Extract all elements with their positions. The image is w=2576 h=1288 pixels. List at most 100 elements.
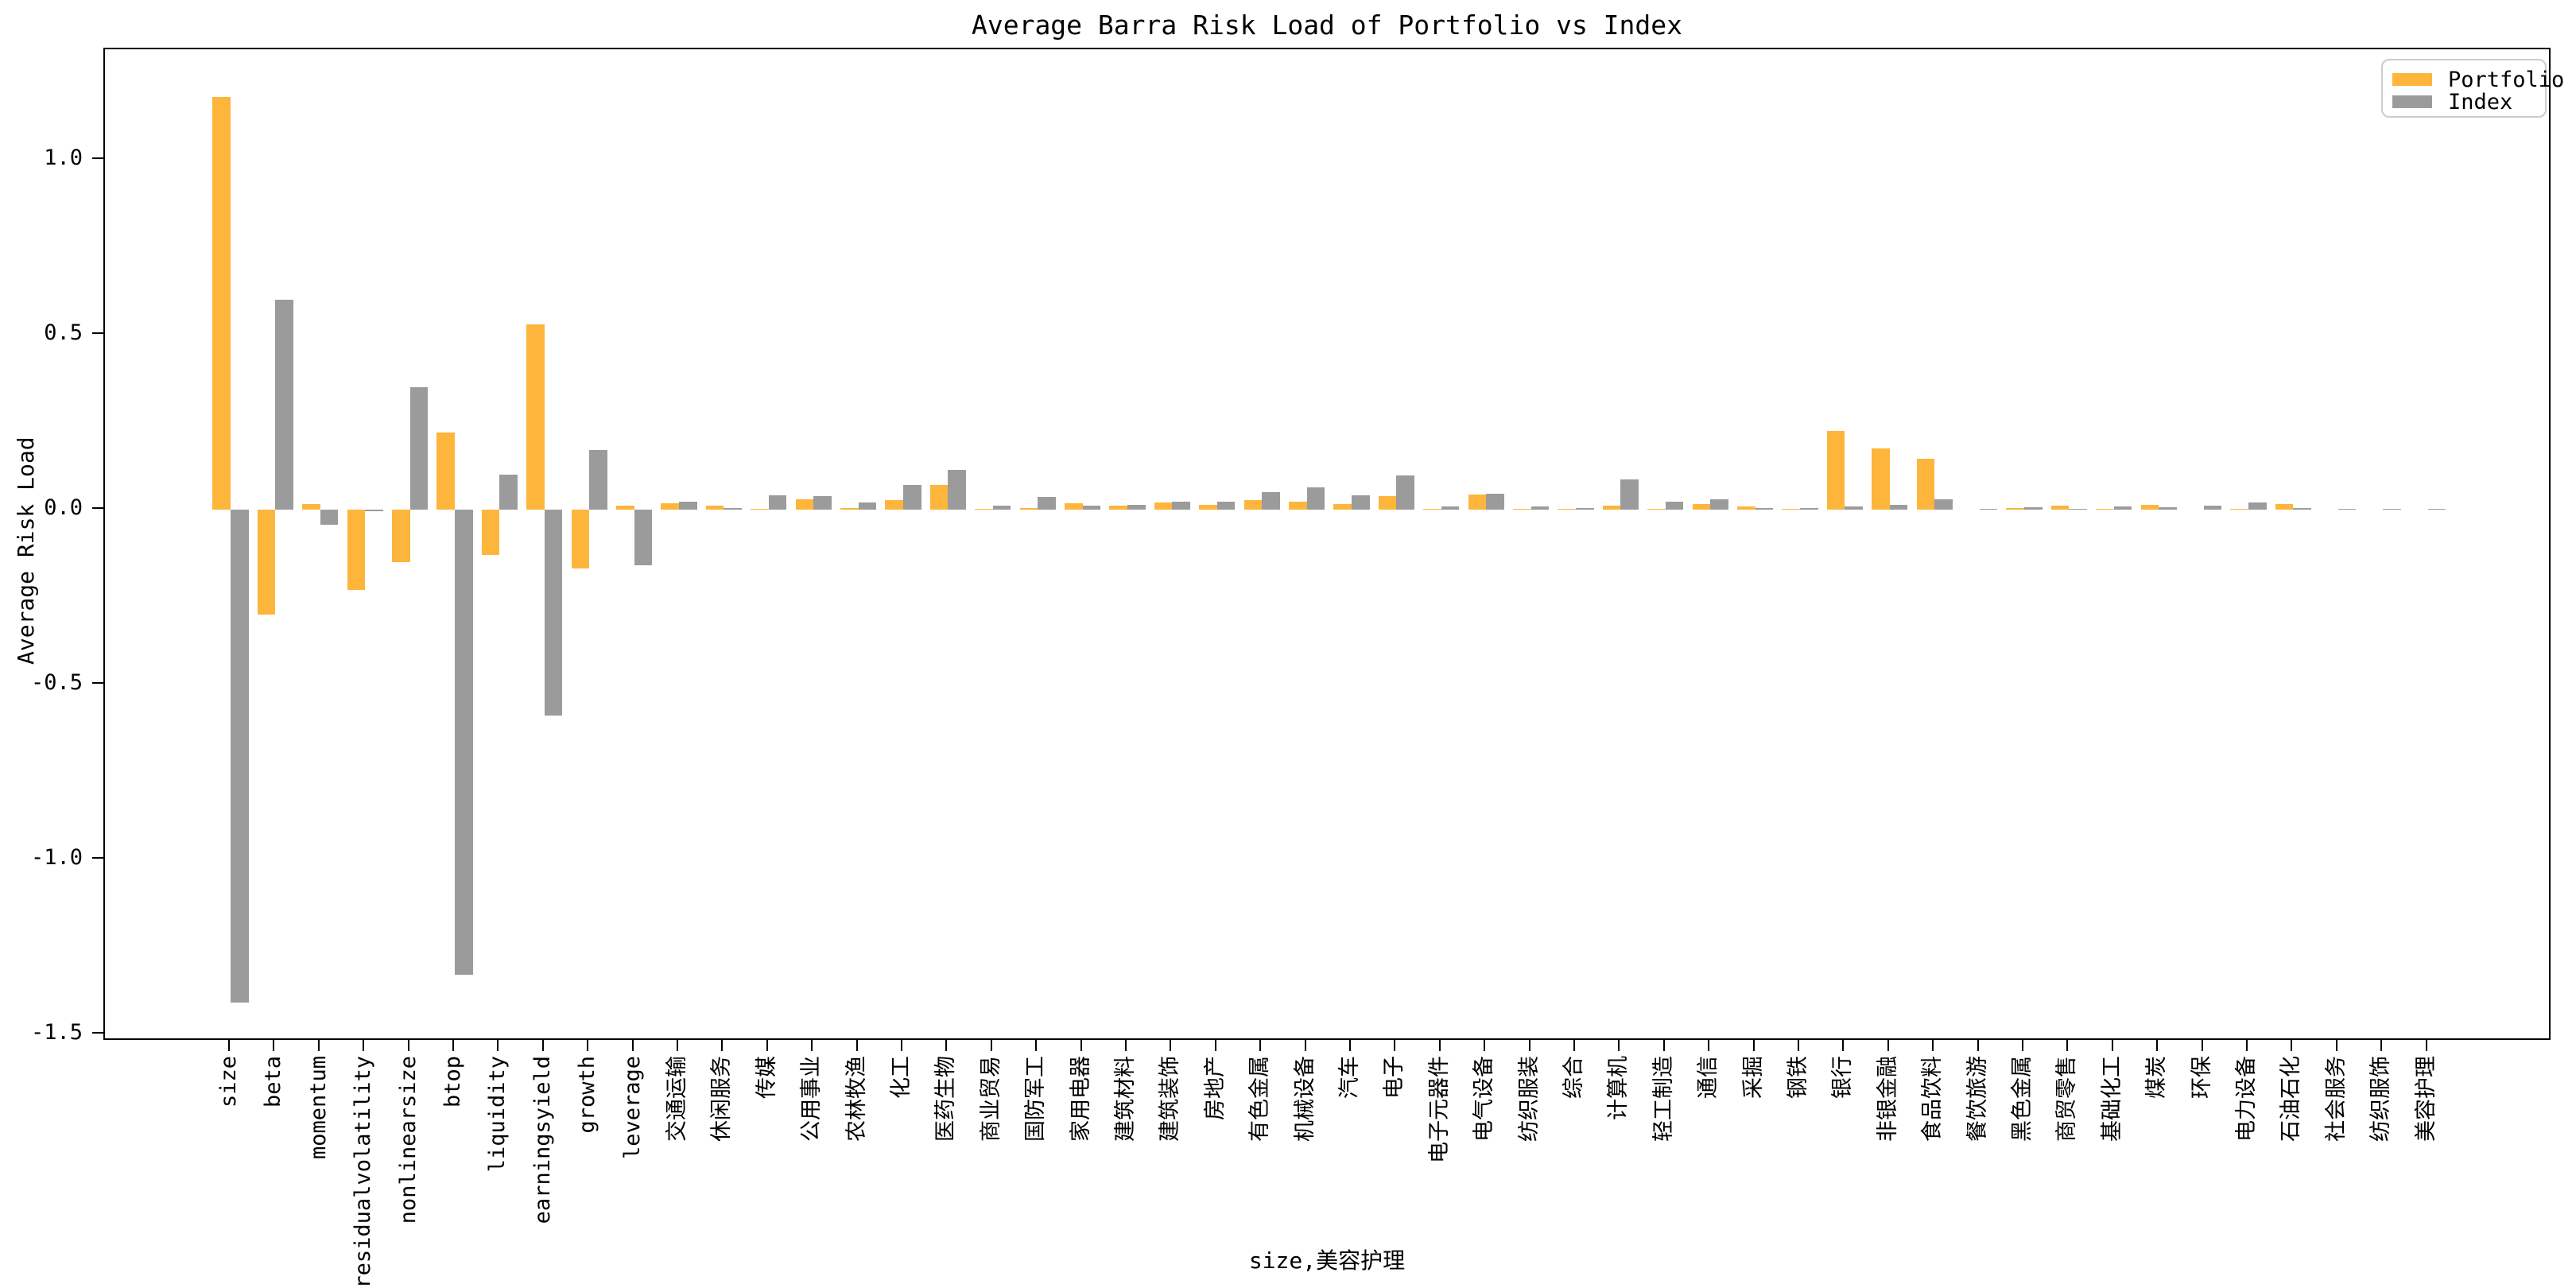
x-tick	[452, 1040, 454, 1051]
bar-index-食品饮料	[1934, 499, 1953, 510]
bar-index-机械设备	[1306, 487, 1325, 510]
bar-index-商贸零售	[2069, 508, 2087, 510]
x-tick	[1708, 1040, 1710, 1051]
bar-index-采掘	[1755, 507, 1774, 510]
bar-index-银行	[1845, 506, 1863, 510]
bar-index-钢铁	[1800, 507, 1818, 510]
y-tick-label: 0.5	[44, 320, 83, 345]
legend-row-index: Index	[2392, 89, 2545, 114]
bar-index-nonlinearsize	[409, 386, 429, 510]
x-tick-label: 餐饮旅游	[1965, 1056, 1990, 1142]
bar-portfolio-传媒	[751, 508, 769, 510]
x-tick-label: liquidity	[485, 1056, 510, 1173]
bar-portfolio-residualvolatility	[347, 509, 366, 590]
y-tick	[92, 856, 103, 859]
bar-index-汽车	[1352, 495, 1370, 510]
bar-portfolio-电子元器件	[1423, 508, 1441, 510]
bar-index-btop	[455, 509, 473, 975]
bar-index-momentum	[320, 509, 339, 526]
bar-portfolio-煤炭	[2140, 504, 2159, 510]
x-tick	[407, 1040, 409, 1051]
bar-portfolio-liquidity	[481, 509, 500, 555]
bar-portfolio-休闲服务	[705, 505, 724, 510]
bar-portfolio-基础化工	[2096, 508, 2114, 510]
x-tick-label: 交通运输	[665, 1056, 689, 1142]
bar-index-国防军工	[1038, 496, 1056, 510]
x-tick	[1259, 1040, 1262, 1051]
y-tick-label: -1.0	[30, 844, 83, 870]
x-tick	[1170, 1040, 1172, 1051]
bar-index-纺织服饰	[2383, 508, 2401, 510]
x-tick	[766, 1040, 768, 1051]
x-tick-label: 房地产	[1202, 1056, 1228, 1120]
bar-portfolio-汽车	[1333, 504, 1352, 510]
x-tick-label: 非银金融	[1875, 1056, 1900, 1142]
bar-index-医药生物	[948, 470, 966, 510]
x-tick	[1438, 1040, 1441, 1051]
x-tick-label: 钢铁	[1786, 1056, 1810, 1099]
bar-index-非银金融	[1889, 504, 1908, 510]
legend-label-index: Index	[2448, 89, 2513, 114]
x-tick-label: 基础化工	[2099, 1056, 2124, 1142]
bar-index-growth	[589, 449, 607, 510]
bar-index-环保	[2203, 506, 2222, 510]
x-tick	[631, 1040, 634, 1051]
x-tick	[945, 1040, 948, 1051]
bar-index-纺织服装	[1530, 506, 1550, 510]
x-tick	[1662, 1040, 1665, 1051]
bar-index-计算机	[1620, 479, 1639, 510]
x-tick	[273, 1040, 275, 1051]
bar-portfolio-国防军工	[1019, 507, 1038, 510]
x-tick-label: 电子元器件	[1426, 1056, 1452, 1163]
x-tick-label: 电气设备	[1472, 1056, 1497, 1142]
x-tick	[1035, 1040, 1038, 1051]
x-tick-label: 农林牧渔	[844, 1056, 869, 1142]
bar-index-房地产	[1216, 501, 1236, 510]
bar-portfolio-建筑材料	[1109, 506, 1127, 510]
x-tick-label: 有色金属	[1247, 1056, 1273, 1142]
y-tick-label: 1.0	[44, 145, 83, 170]
x-tick	[228, 1040, 230, 1051]
x-tick-label: 通信	[1696, 1056, 1721, 1099]
legend: Portfolio Index	[2381, 59, 2564, 118]
x-tick-label: 休闲服务	[709, 1056, 735, 1142]
bar-portfolio-非银金融	[1872, 448, 1890, 510]
bar-index-餐饮旅游	[1979, 508, 1998, 510]
y-tick-label: -1.5	[30, 1019, 83, 1045]
bar-portfolio-电力设备	[2230, 508, 2248, 510]
x-tick-label: 纺织服饰	[2368, 1056, 2394, 1142]
bar-index-综合	[1576, 507, 1594, 510]
x-tick-label: 黑色金属	[2010, 1056, 2035, 1142]
x-tick-label: 纺织服装	[1516, 1056, 1542, 1142]
bar-portfolio-earningsyield	[526, 324, 545, 510]
bar-index-通信	[1710, 499, 1728, 510]
bar-portfolio-电气设备	[1468, 495, 1487, 510]
x-tick	[1618, 1040, 1620, 1051]
x-tick	[2335, 1040, 2337, 1051]
bar-index-基础化工	[2113, 506, 2132, 510]
bar-index-传媒	[768, 495, 787, 510]
bar-index-休闲服务	[724, 508, 742, 510]
x-tick	[1752, 1040, 1755, 1051]
x-tick-label: btop	[440, 1056, 465, 1108]
x-tick	[721, 1040, 724, 1051]
bar-portfolio-公用事业	[795, 499, 814, 510]
x-tick-label: 机械设备	[1292, 1056, 1317, 1142]
bar-portfolio-btop	[436, 432, 455, 510]
bar-index-电子元器件	[1441, 506, 1460, 510]
bar-portfolio-轻工制造	[1647, 508, 1666, 510]
bar-portfolio-电子	[1378, 496, 1397, 510]
x-tick	[1304, 1040, 1306, 1051]
bar-index-石油石化	[2293, 507, 2311, 510]
x-tick	[1394, 1040, 1396, 1051]
x-tick-label: earningsyield	[530, 1056, 555, 1224]
bar-portfolio-建筑装饰	[1154, 502, 1173, 510]
x-tick	[1842, 1040, 1845, 1051]
bar-portfolio-growth	[571, 509, 590, 569]
x-tick-label: 石油石化	[2279, 1056, 2304, 1142]
bar-portfolio-钢铁	[1782, 508, 1800, 510]
x-tick	[1932, 1040, 1934, 1051]
x-tick	[541, 1040, 544, 1051]
y-tick	[92, 681, 103, 684]
plot-area	[103, 48, 2551, 1040]
